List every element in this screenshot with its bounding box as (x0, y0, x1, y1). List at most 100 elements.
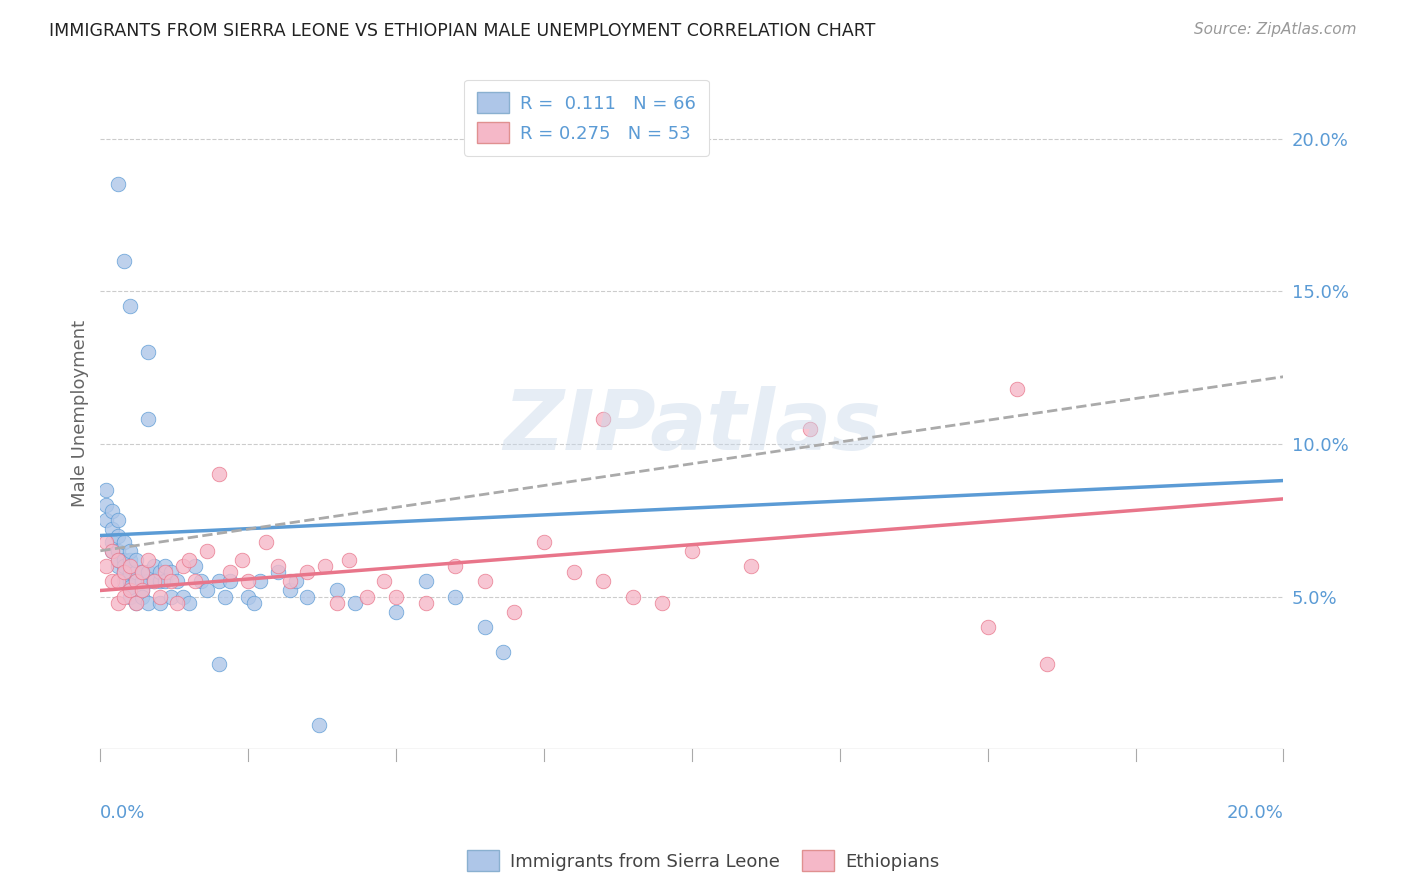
Point (155, 574, 177, 589)
Point (172, 590, 194, 604)
Point (799, 422, 821, 436)
Point (131, 590, 153, 604)
Text: ZIPatlas: ZIPatlas (503, 386, 880, 467)
Y-axis label: Male Unemployment: Male Unemployment (72, 320, 89, 507)
Point (503, 605, 526, 619)
Point (142, 574, 165, 589)
Point (112, 253, 135, 268)
Point (160, 590, 183, 604)
Point (136, 345, 159, 359)
Point (96, 513, 118, 527)
Point (243, 596, 266, 610)
Point (195, 543, 218, 558)
Point (160, 565, 183, 579)
Point (125, 553, 148, 567)
Point (96, 559, 118, 574)
Point (166, 596, 188, 610)
Point (297, 565, 319, 579)
Point (112, 559, 135, 574)
Point (415, 596, 437, 610)
Point (96, 534, 118, 549)
Point (136, 574, 159, 589)
Point (219, 574, 242, 589)
Point (112, 565, 135, 579)
Text: 20.0%: 20.0% (1226, 805, 1284, 822)
Point (101, 574, 124, 589)
Point (184, 574, 207, 589)
Point (118, 565, 141, 579)
Point (415, 574, 437, 589)
Point (101, 504, 124, 518)
Point (118, 543, 141, 558)
Point (131, 583, 153, 598)
Point (254, 534, 277, 549)
Point (1007, 382, 1029, 396)
Point (385, 590, 408, 604)
Point (107, 513, 129, 527)
Legend: Immigrants from Sierra Leone, Ethiopians: Immigrants from Sierra Leone, Ethiopians (460, 843, 946, 879)
Point (343, 596, 366, 610)
Point (740, 559, 762, 574)
Point (125, 596, 148, 610)
Point (118, 590, 141, 604)
Point (474, 574, 496, 589)
Point (1036, 657, 1059, 671)
Point (592, 574, 614, 589)
Point (474, 620, 496, 634)
Point (308, 718, 330, 732)
Point (107, 553, 129, 567)
Text: Source: ZipAtlas.com: Source: ZipAtlas.com (1194, 22, 1357, 37)
Legend: R =  0.111   N = 66, R = 0.275   N = 53: R = 0.111 N = 66, R = 0.275 N = 53 (464, 79, 709, 156)
Point (160, 574, 183, 589)
Point (101, 523, 124, 537)
Point (96, 498, 118, 512)
Point (148, 565, 170, 579)
Point (267, 565, 290, 579)
Point (444, 559, 467, 574)
Text: 0.0%: 0.0% (100, 805, 146, 822)
Point (107, 178, 129, 192)
Point (118, 559, 141, 574)
Point (172, 559, 194, 574)
Point (148, 574, 170, 589)
Point (373, 574, 395, 589)
Point (208, 657, 231, 671)
Point (118, 553, 141, 567)
Point (231, 553, 253, 567)
Point (118, 581, 141, 595)
Point (101, 534, 124, 549)
Point (112, 565, 135, 579)
Text: IMMIGRANTS FROM SIERRA LEONE VS ETHIOPIAN MALE UNEMPLOYMENT CORRELATION CHART: IMMIGRANTS FROM SIERRA LEONE VS ETHIOPIA… (49, 22, 876, 40)
Point (326, 596, 349, 610)
Point (107, 559, 129, 574)
Point (155, 559, 177, 574)
Point (155, 565, 177, 579)
Point (356, 590, 378, 604)
Point (136, 412, 159, 426)
Point (142, 574, 165, 589)
Point (533, 534, 555, 549)
Point (118, 300, 141, 314)
Point (131, 565, 153, 579)
Point (385, 605, 408, 619)
Point (148, 590, 170, 604)
Point (238, 590, 260, 604)
Point (651, 596, 673, 610)
Point (101, 543, 124, 558)
Point (107, 574, 129, 589)
Point (125, 596, 148, 610)
Point (136, 565, 159, 579)
Point (214, 590, 236, 604)
Point (107, 528, 129, 542)
Point (112, 574, 135, 589)
Point (112, 590, 135, 604)
Point (238, 574, 260, 589)
Point (125, 574, 148, 589)
Point (249, 574, 271, 589)
Point (136, 553, 159, 567)
Point (278, 583, 301, 598)
Point (177, 553, 200, 567)
Point (148, 596, 170, 610)
Point (131, 574, 153, 589)
Point (131, 583, 153, 598)
